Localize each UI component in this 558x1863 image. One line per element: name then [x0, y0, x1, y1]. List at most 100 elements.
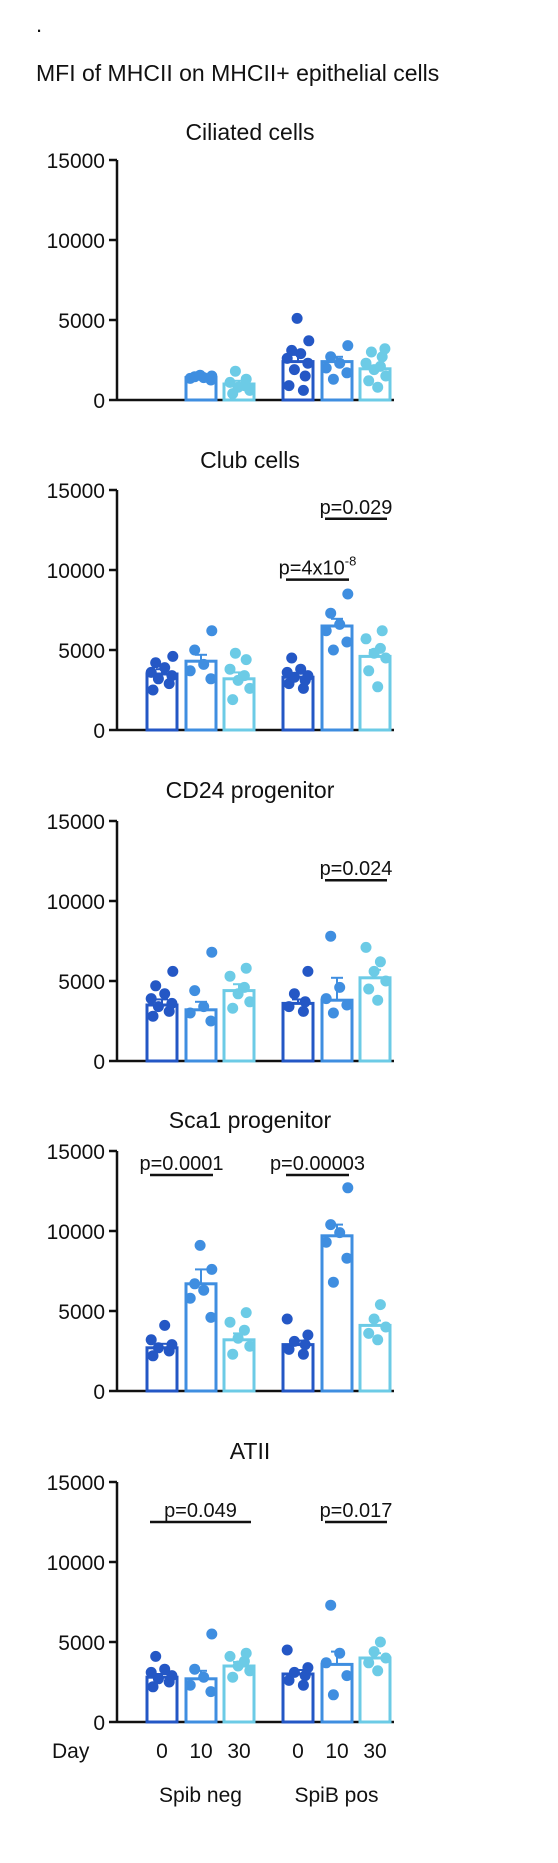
- y-tick-label: 0: [93, 1381, 105, 1404]
- panel-title: CD24 progenitor: [166, 777, 335, 803]
- data-point: [368, 1313, 380, 1325]
- data-point: [206, 946, 218, 958]
- y-tick-label: 0: [93, 1712, 105, 1735]
- data-point: [341, 636, 353, 648]
- y-tick-label: 10000: [47, 1221, 105, 1244]
- x-axis-label: Day: [52, 1740, 90, 1763]
- panel-title: Ciliated cells: [185, 119, 314, 145]
- data-point: [360, 357, 372, 369]
- data-point: [299, 370, 311, 382]
- data-point: [152, 1673, 164, 1685]
- x-tick-label: 0: [292, 1740, 304, 1763]
- data-point: [224, 663, 236, 675]
- data-point: [224, 1316, 236, 1328]
- data-point: [184, 1007, 196, 1019]
- data-point: [320, 1236, 332, 1248]
- data-point: [288, 1335, 300, 1347]
- data-point: [283, 1343, 295, 1355]
- data-point: [303, 335, 315, 347]
- y-tick-label: 10000: [47, 1552, 105, 1575]
- data-point: [189, 1278, 201, 1290]
- data-point: [363, 1657, 375, 1669]
- data-point: [299, 1339, 311, 1351]
- y-tick-label: 0: [93, 1051, 105, 1074]
- data-point: [379, 343, 391, 355]
- data-point: [244, 1665, 256, 1677]
- data-point: [320, 625, 332, 637]
- y-tick-label: 15000: [47, 150, 105, 173]
- data-point: [380, 1321, 392, 1333]
- data-point: [227, 1348, 239, 1360]
- data-point: [206, 1628, 218, 1640]
- data-point: [152, 1342, 164, 1354]
- data-point: [238, 1324, 250, 1336]
- data-point: [372, 381, 384, 393]
- data-point: [240, 1307, 252, 1319]
- y-tick-label: 0: [93, 390, 105, 413]
- data-point: [281, 352, 293, 364]
- data-point: [244, 682, 256, 694]
- data-point: [198, 1001, 210, 1013]
- data-point: [302, 965, 314, 977]
- data-point: [327, 373, 339, 385]
- data-point: [363, 1327, 375, 1339]
- p-value-label: p=0.017: [320, 1500, 393, 1522]
- data-point: [299, 996, 311, 1008]
- data-point: [281, 1313, 293, 1325]
- p-value-label: p=0.00003: [270, 1153, 365, 1175]
- data-point: [327, 1689, 339, 1701]
- data-point: [320, 993, 332, 1005]
- data-point: [240, 1647, 252, 1659]
- data-point: [288, 988, 300, 1000]
- data-point: [166, 670, 178, 682]
- data-point: [281, 666, 293, 678]
- data-point: [325, 351, 337, 363]
- y-tick-label: 5000: [58, 971, 105, 994]
- data-point: [342, 1182, 354, 1194]
- data-point: [360, 633, 372, 645]
- data-point: [150, 980, 162, 992]
- chart-panel: Ciliated cells 0 5000 10000 15000: [47, 119, 394, 413]
- data-point: [325, 1219, 337, 1231]
- y-tick-label: 10000: [47, 560, 105, 583]
- p-value-label: p=4x10-8: [279, 554, 357, 580]
- data-point: [380, 975, 392, 987]
- data-point: [240, 373, 252, 385]
- data-point: [150, 1650, 162, 1662]
- data-point: [334, 618, 346, 630]
- data-point: [320, 1657, 332, 1669]
- data-point: [327, 644, 339, 656]
- data-point: [341, 999, 353, 1011]
- data-point: [363, 375, 375, 387]
- panel-title: Club cells: [200, 447, 300, 473]
- data-point: [325, 1599, 337, 1611]
- data-point: [227, 1671, 239, 1683]
- x-tick-label: 30: [363, 1740, 386, 1763]
- data-point: [297, 1005, 309, 1017]
- data-point: [334, 1647, 346, 1659]
- data-point: [150, 657, 162, 669]
- data-point: [205, 1686, 217, 1698]
- data-point: [224, 1650, 236, 1662]
- data-point: [341, 1252, 353, 1264]
- data-point: [302, 1662, 314, 1674]
- x-tick-label: 30: [227, 1740, 250, 1763]
- y-tick-label: 5000: [58, 1632, 105, 1655]
- data-point: [297, 384, 309, 396]
- data-point: [152, 1001, 164, 1013]
- group-label: SpiB pos: [294, 1784, 378, 1807]
- data-point: [145, 1334, 157, 1346]
- p-value-exponent: -8: [345, 554, 357, 569]
- data-point: [334, 981, 346, 993]
- data-point: [374, 1299, 386, 1311]
- data-point: [227, 694, 239, 706]
- data-point: [380, 370, 392, 382]
- data-point: [365, 346, 377, 358]
- data-point: [145, 993, 157, 1005]
- data-point: [374, 360, 386, 372]
- data-point: [360, 941, 372, 953]
- y-tick-label: 5000: [58, 1301, 105, 1324]
- data-point: [206, 625, 218, 637]
- data-point: [194, 1239, 206, 1251]
